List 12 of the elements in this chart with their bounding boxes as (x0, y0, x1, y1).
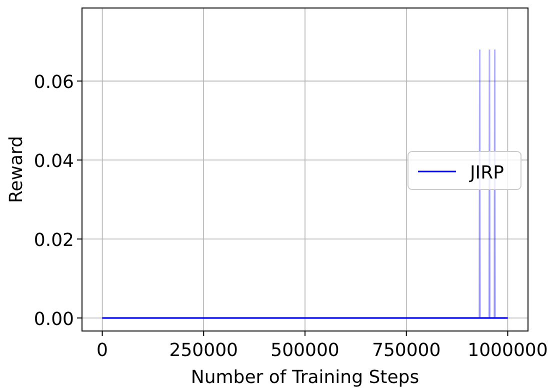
y-axis-title: Reward (6, 136, 27, 204)
y-tick-label: 0.02 (34, 230, 74, 251)
x-tick-label: 500000 (270, 340, 340, 361)
y-tick-label: 0.06 (34, 72, 74, 94)
legend-label: JIRP (469, 162, 504, 184)
x-tick-label: 0 (96, 340, 108, 361)
y-tick-label: 0.00 (34, 308, 74, 330)
y-tick-label: 0.04 (34, 151, 74, 172)
x-axis-title: Number of Training Steps (190, 367, 420, 388)
x-tick-label: 250000 (169, 340, 238, 361)
x-tick-label: 750000 (372, 340, 441, 361)
x-tick-label: 1000000 (468, 340, 548, 361)
